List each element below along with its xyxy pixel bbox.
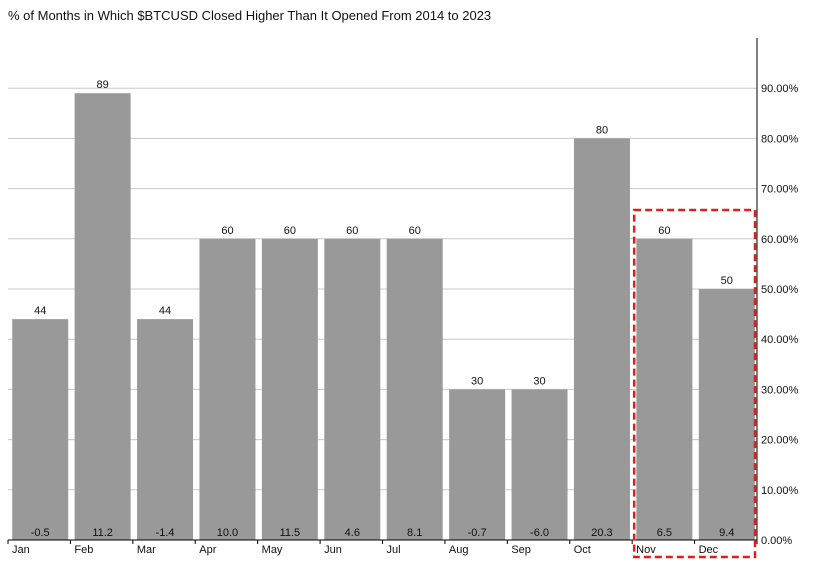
- y-tick-label: 0.00%: [761, 535, 792, 547]
- bar-value-label: 60: [658, 225, 670, 237]
- bar-value-label: 89: [97, 79, 109, 91]
- bar-dec: [698, 289, 755, 540]
- bar-value-label: 44: [159, 305, 171, 317]
- bar-jun: [324, 238, 381, 541]
- bar-value-label: 60: [221, 225, 233, 237]
- bar-value-label: 60: [346, 225, 358, 237]
- x-category-label: Oct: [574, 544, 591, 556]
- bar-bottom-label: 10.0: [217, 527, 238, 539]
- bar-apr: [199, 238, 256, 541]
- x-category-label: May: [262, 544, 283, 556]
- bar-bottom-label: 4.6: [345, 527, 360, 539]
- bar-bottom-label: -1.4: [156, 527, 175, 539]
- chart-title: % of Months in Which $BTCUSD Closed High…: [8, 8, 491, 23]
- bar-may: [261, 238, 318, 541]
- bar-value-label: 60: [409, 225, 421, 237]
- bar-bottom-label: -0.7: [468, 527, 487, 539]
- bar-oct: [573, 138, 630, 540]
- bar-mar: [137, 319, 194, 540]
- bar-bottom-label: 9.4: [719, 527, 734, 539]
- y-tick-label: 70.00%: [761, 184, 799, 196]
- x-category-label: Dec: [699, 544, 719, 556]
- bar-jul: [386, 238, 443, 541]
- y-tick-label: 90.00%: [761, 83, 799, 95]
- x-category-label: Aug: [449, 544, 469, 556]
- x-category-label: Sep: [511, 544, 531, 556]
- y-tick-label: 10.00%: [761, 485, 799, 497]
- bars: 44 -0.5 89 11.2 44 -1.4 60 10.0 60 11.5 60 4.6 60 8.1…: [12, 79, 755, 541]
- y-tick-label: 50.00%: [761, 284, 799, 296]
- bar-bottom-label: 8.1: [407, 527, 422, 539]
- gridlines: [8, 87, 757, 491]
- bar-bottom-label: 11.2: [92, 527, 113, 539]
- x-category-label: Jun: [324, 544, 342, 556]
- bar-bottom-label: 20.3: [591, 527, 612, 539]
- bar-bottom-label: -0.5: [31, 527, 50, 539]
- x-category-label: Feb: [74, 544, 93, 556]
- x-category-label: Jan: [12, 544, 30, 556]
- highlight-dashed-box: [632, 208, 757, 559]
- x-category-label: Nov: [636, 544, 656, 556]
- bar-jan: [12, 319, 69, 540]
- bar-aug: [449, 389, 506, 540]
- y-tick-label: 20.00%: [761, 435, 799, 447]
- y-tick-label: 80.00%: [761, 133, 799, 145]
- bar-value-label: 44: [34, 305, 46, 317]
- bar-bottom-label: 11.5: [280, 527, 301, 539]
- bar-feb: [74, 93, 131, 540]
- x-category-label: Jul: [387, 544, 401, 556]
- bar-value-label: 60: [284, 225, 296, 237]
- bar-value-label: 80: [596, 124, 608, 136]
- bar-value-label: 30: [533, 375, 545, 387]
- x-category-label: Apr: [199, 544, 216, 556]
- y-tick-label: 40.00%: [761, 334, 799, 346]
- y-tick-label: 30.00%: [761, 384, 799, 396]
- bar-value-label: 30: [471, 375, 483, 387]
- bar-bottom-label: -6.0: [530, 527, 549, 539]
- bar-nov: [636, 238, 693, 541]
- bar-bottom-label: 6.5: [657, 527, 672, 539]
- y-tick-label: 60.00%: [761, 234, 799, 246]
- bar-value-label: 50: [721, 275, 733, 287]
- axes: 0.00% 10.00% 20.00% 30.00% 40.00% 50.00% 60.00…: [7, 38, 799, 556]
- highlight-box: [632, 208, 757, 559]
- bar-sep: [511, 389, 568, 540]
- x-category-label: Mar: [137, 544, 156, 556]
